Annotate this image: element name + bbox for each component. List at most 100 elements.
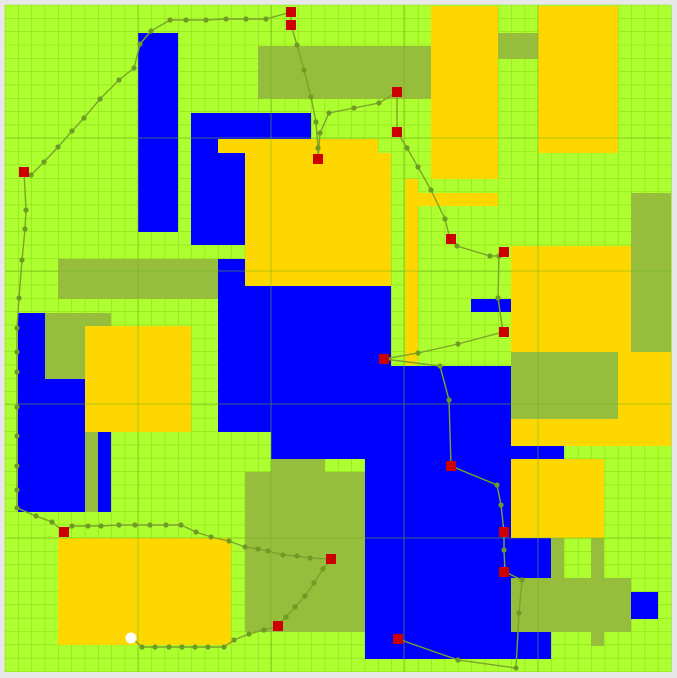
route-point xyxy=(292,604,298,610)
blue-zone xyxy=(98,432,111,512)
route-point xyxy=(242,544,248,550)
route-point xyxy=(301,67,307,73)
olive-zone xyxy=(84,432,98,512)
route-point xyxy=(404,145,410,151)
route-point xyxy=(69,128,75,134)
route-point xyxy=(148,28,154,34)
route-point xyxy=(513,665,519,671)
olive-zone xyxy=(245,472,365,632)
route-point xyxy=(14,463,20,469)
route-point xyxy=(55,144,61,150)
route-point xyxy=(280,552,286,558)
route-point xyxy=(283,614,289,620)
route-point xyxy=(183,17,189,23)
route-point xyxy=(132,522,138,528)
blue-zone xyxy=(191,113,311,139)
route-point xyxy=(147,522,153,528)
route-point xyxy=(255,546,261,552)
yellow-zone xyxy=(418,193,498,206)
blue-zone xyxy=(218,259,245,286)
route-point xyxy=(22,226,28,232)
route-point xyxy=(85,523,91,529)
route-point xyxy=(193,529,199,535)
olive-zone xyxy=(591,632,604,646)
yellow-zone xyxy=(245,153,391,286)
route-point xyxy=(519,577,525,583)
yellow-zone xyxy=(497,459,604,538)
waypoint-marker xyxy=(286,7,296,17)
route-point xyxy=(428,187,434,193)
route-point xyxy=(49,519,55,525)
yellow-zones xyxy=(58,6,671,645)
blue-zone xyxy=(631,592,658,619)
waypoint-marker xyxy=(499,327,509,337)
route-line xyxy=(290,12,523,669)
route-point xyxy=(178,522,184,528)
yellow-zone xyxy=(618,352,671,379)
waypoint-marker xyxy=(326,554,336,564)
route-point xyxy=(501,547,507,553)
route-point xyxy=(137,41,143,47)
route-point xyxy=(152,644,158,650)
waypoint-marker xyxy=(286,20,296,30)
route-point xyxy=(14,487,20,493)
route-point xyxy=(415,164,421,170)
route-point xyxy=(495,295,501,301)
yellow-zone xyxy=(405,179,418,365)
waypoint-marker xyxy=(392,87,402,97)
route-point xyxy=(131,65,137,71)
route-point xyxy=(203,17,209,23)
route-point xyxy=(192,644,198,650)
route-point xyxy=(221,644,227,650)
start-marker xyxy=(125,632,137,644)
route-point xyxy=(116,522,122,528)
route-point xyxy=(455,657,461,663)
waypoint-marker xyxy=(499,527,509,537)
olive-zone xyxy=(271,459,325,472)
route-point xyxy=(376,100,382,106)
route-point xyxy=(28,172,34,178)
route-point xyxy=(116,77,122,83)
major-grid xyxy=(5,5,671,672)
waypoint-marker xyxy=(379,354,389,364)
route-point xyxy=(487,253,493,259)
waypoint-marker xyxy=(313,154,323,164)
yellow-zone xyxy=(511,246,631,352)
route-point xyxy=(498,502,504,508)
route-point xyxy=(139,644,145,650)
waypoints xyxy=(19,7,509,644)
route-point xyxy=(454,243,460,249)
route-point xyxy=(317,130,323,136)
route-point xyxy=(16,295,22,301)
route-point xyxy=(311,580,317,586)
route-point xyxy=(167,17,173,23)
waypoint-marker xyxy=(446,461,456,471)
route-point xyxy=(294,42,300,48)
route-point xyxy=(442,216,448,222)
blue-zone xyxy=(218,153,245,245)
yellow-zone xyxy=(618,379,671,446)
olive-zone xyxy=(511,578,631,632)
route-point xyxy=(415,350,421,356)
route-point xyxy=(308,94,314,100)
route-point xyxy=(33,513,39,519)
olive-zone xyxy=(511,352,618,419)
blue-zone xyxy=(471,299,511,312)
route-point xyxy=(516,610,522,616)
route-point xyxy=(313,119,319,125)
waypoint-marker xyxy=(19,167,29,177)
route-point xyxy=(98,523,104,529)
yellow-zone xyxy=(218,139,378,153)
blue-zone xyxy=(365,432,511,659)
olive-zone xyxy=(258,46,431,99)
route-point xyxy=(307,555,313,561)
waypoint-marker xyxy=(59,527,69,537)
blue-zone xyxy=(511,538,551,578)
blue-zone xyxy=(45,379,85,512)
route-point xyxy=(446,397,452,403)
route-point xyxy=(315,145,321,151)
route-point xyxy=(437,363,443,369)
route-point xyxy=(14,325,20,331)
route-point xyxy=(14,349,20,355)
